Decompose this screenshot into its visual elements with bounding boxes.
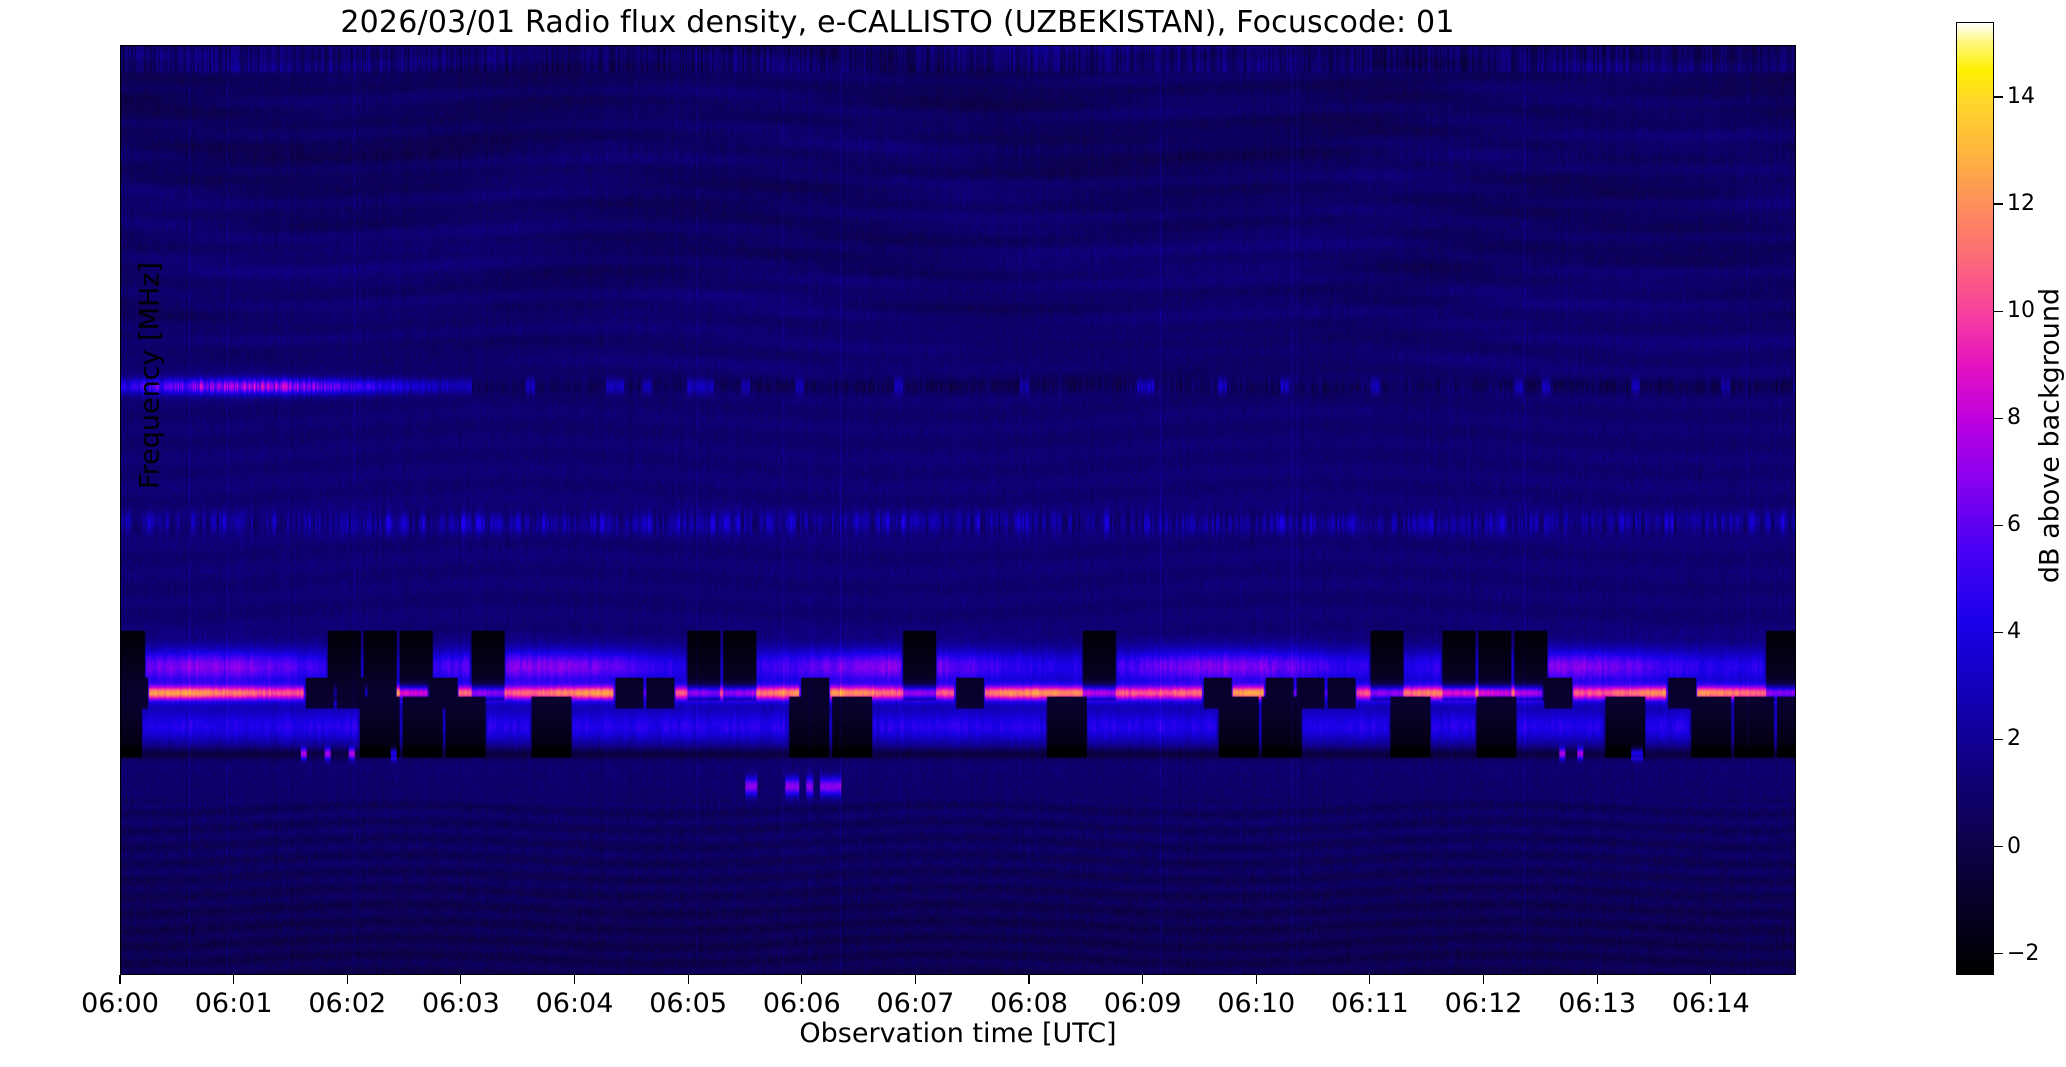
colorbar-tick-label: 4	[2007, 619, 2021, 645]
colorbar-tick-label: 6	[2007, 512, 2021, 538]
colorbar-tick-label: 10	[2007, 298, 2035, 324]
x-tick-label: 06:04	[535, 988, 614, 1019]
x-tick-mark	[346, 975, 348, 984]
x-tick-label: 06:02	[308, 988, 387, 1019]
x-tick-mark	[914, 975, 916, 984]
x-tick-mark	[460, 975, 462, 984]
x-tick-mark	[687, 975, 689, 984]
x-axis-label: Observation time [UTC]	[799, 1018, 1117, 1049]
colorbar-tick-mark	[1994, 952, 2003, 955]
page-title: 2026/03/01 Radio flux density, e-CALLIST…	[340, 5, 1455, 40]
x-tick-label: 06:09	[1103, 988, 1182, 1019]
colorbar-tick-label: 0	[2007, 833, 2021, 859]
x-tick-label: 06:03	[421, 988, 500, 1019]
spectrogram-axes[interactable]	[120, 45, 1796, 975]
x-tick-label: 06:14	[1671, 988, 1750, 1019]
colorbar-tick-label: 8	[2007, 405, 2021, 431]
colorbar-tick-mark	[1994, 310, 2003, 312]
x-tick-mark	[1482, 975, 1485, 984]
colorbar-gradient	[1956, 22, 1994, 975]
spectrogram-image	[121, 46, 1795, 974]
colorbar-tick-mark	[1994, 417, 2003, 419]
x-tick-mark	[1142, 975, 1144, 984]
x-tick-mark	[1596, 975, 1598, 984]
x-tick-label: 06:12	[1444, 988, 1523, 1019]
x-tick-label: 06:00	[81, 988, 159, 1019]
y-axis-label: Frequency [MHz]	[134, 262, 166, 489]
colorbar-label: dB above background	[2034, 287, 2066, 584]
x-tick-label: 06:06	[762, 988, 841, 1019]
colorbar-tick-label: 2	[2007, 726, 2021, 752]
x-tick-label: 06:10	[1217, 988, 1296, 1019]
x-tick-label: 06:08	[990, 988, 1068, 1019]
x-tick-mark	[1369, 975, 1371, 984]
colorbar-tick-label: −2	[2007, 940, 2040, 966]
x-tick-mark	[1028, 975, 1030, 984]
x-tick-mark	[1710, 975, 1712, 984]
colorbar-tick-label: 14	[2007, 83, 2035, 109]
x-tick-mark	[573, 975, 576, 984]
colorbar-tick-mark	[1994, 631, 2003, 633]
x-tick-label: 06:11	[1330, 988, 1409, 1019]
x-tick-label: 06:07	[876, 988, 955, 1019]
x-tick-mark	[1255, 975, 1257, 984]
colorbar-tick-label: 12	[2007, 191, 2035, 217]
colorbar-tick-mark	[1994, 203, 2003, 205]
colorbar-tick-mark	[1994, 738, 2003, 741]
colorbar-tick-mark	[1994, 845, 2003, 848]
x-tick-mark	[233, 975, 235, 984]
x-tick-label: 06:01	[194, 988, 273, 1019]
x-tick-mark	[119, 975, 121, 984]
colorbar-tick-mark	[1994, 96, 2003, 98]
colorbar-tick-mark	[1994, 524, 2003, 526]
x-tick-label: 06:05	[649, 988, 728, 1019]
x-tick-mark	[801, 975, 803, 984]
x-tick-label: 06:13	[1558, 988, 1637, 1019]
